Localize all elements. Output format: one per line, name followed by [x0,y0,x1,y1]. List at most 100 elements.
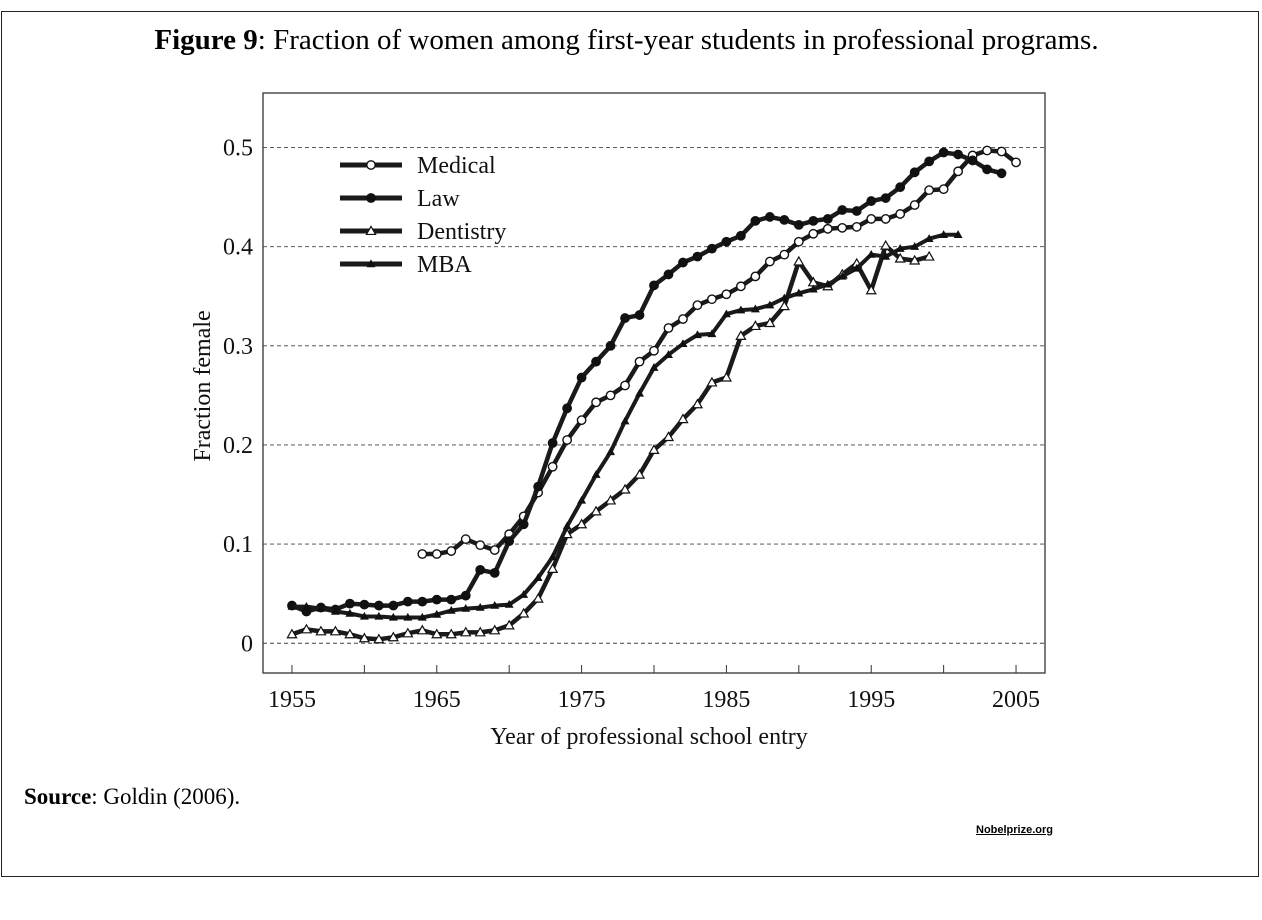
data-point [662,431,675,442]
data-point [996,168,1007,179]
data-point [749,320,762,331]
data-point [475,540,486,551]
data-point [880,239,892,250]
x-axis-label: Year of professional school entry [490,724,808,750]
x-tick-label: 1985 [702,687,750,713]
data-point [417,549,428,559]
legend-item-law: Law [340,186,460,212]
data-point [866,249,876,258]
data-point [620,380,630,391]
legend-label: Law [417,186,460,212]
x-tick-label: 1995 [847,687,895,713]
data-point [359,599,370,610]
data-point [533,573,543,582]
source-citation: : Goldin (2006). [91,784,241,809]
data-point [765,300,775,309]
data-point [533,481,544,492]
data-point [764,256,775,267]
x-tick-label: 1955 [268,687,316,713]
data-point [605,340,616,351]
data-point [417,596,428,607]
data-point [591,356,601,367]
data-point [387,631,399,642]
data-point [460,534,471,545]
data-point [707,243,717,254]
data-point [373,600,384,611]
data-point [721,309,731,318]
data-point [345,608,355,617]
data-point [547,438,558,448]
data-point [793,219,804,230]
data-point [315,625,327,636]
legend-item-mba: MBA [340,252,472,278]
data-point [489,624,501,635]
data-point [330,606,340,615]
data-point [620,416,630,425]
data-point [923,250,935,261]
data-point [692,330,702,339]
data-point [475,602,485,611]
data-point [735,330,747,340]
data-point [779,249,790,260]
data-point [373,633,385,644]
data-point [851,206,862,216]
data-point [460,590,471,601]
data-point [938,184,949,195]
data-point [431,549,442,559]
legend-marker [365,225,377,236]
data-point [519,590,529,598]
data-point [460,626,472,637]
data-point [562,435,573,445]
y-tick-label: 0.1 [223,532,253,558]
series-line-medical [420,148,1019,557]
data-point [547,461,558,472]
series-mba [287,230,963,621]
y-tick-label: 0.2 [223,433,253,459]
data-point [432,609,442,618]
data-point [793,236,804,247]
data-point [880,214,891,224]
data-point [823,279,833,288]
legend-label: MBA [417,252,472,278]
axis-ticks: 0 0.1 0.2 0.3 0.4 0.5 1955 1965 1975 1985 1995 2005 [223,136,1040,713]
data-point [880,193,891,203]
data-point [678,314,688,324]
data-point [895,244,905,252]
data-point [329,625,342,636]
data-point [837,205,848,215]
data-point [692,300,703,311]
legend-item-dentistry: Dentistry [340,219,506,245]
data-point [604,494,617,505]
legend: Medical Law Dentistry MBA [340,153,506,278]
data-point [562,521,572,530]
data-point [924,234,934,242]
data-point [793,255,805,266]
data-point [735,230,746,241]
data-point [546,563,559,573]
data-point [909,254,921,265]
data-point [953,149,964,160]
data-point [808,284,818,293]
data-point [431,628,443,639]
data-point [634,356,645,367]
data-point [503,619,515,630]
data-point [982,145,992,156]
data-point [388,600,399,611]
x-tick-label: 2005 [992,687,1040,713]
data-point [619,483,631,494]
data-point [794,288,804,297]
data-point [750,271,761,282]
data-point [677,413,689,424]
y-tick-label: 0.5 [223,136,253,162]
data-point [301,601,311,610]
data-point [736,305,746,314]
data-point [591,397,601,408]
data-point [910,242,920,250]
data-point [287,601,297,610]
source-label: Source [24,784,92,809]
data-point [808,215,819,226]
data-point [808,228,819,239]
data-point [489,567,500,578]
source-note: Source: Goldin (2006). [24,784,240,810]
y-tick-label: 0.3 [223,334,253,360]
